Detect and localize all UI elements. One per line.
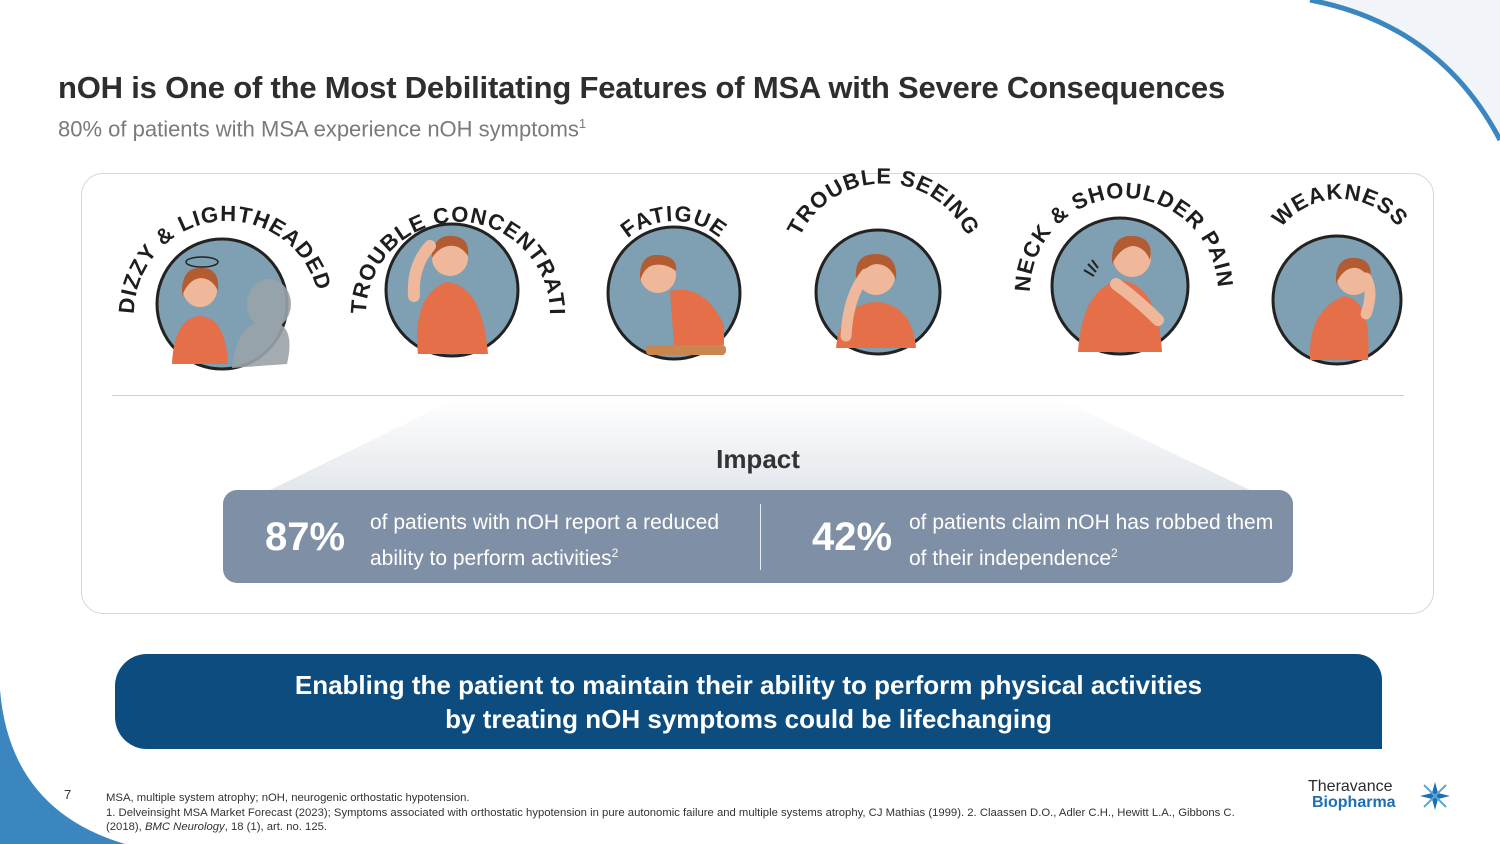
stat-separator	[760, 504, 761, 570]
symptom-seeing: TROUBLE SEEING	[776, 163, 986, 371]
page-title: nOH is One of the Most Debilitating Feat…	[58, 70, 1226, 105]
symptom-neck-shoulder: NECK & SHOULDER PAIN	[1008, 178, 1238, 365]
stat-value: 42%	[812, 515, 893, 559]
star-logo-icon	[1420, 782, 1450, 810]
banner-line: by treating nOH symptoms could be lifech…	[445, 703, 1052, 734]
symptom-fatigue: FATIGUE	[574, 195, 774, 370]
references-note: 1. Delveinsight MSA Market Forecast (202…	[106, 806, 1235, 834]
footnotes: MSA, multiple system atrophy; nOH, neuro…	[106, 791, 1246, 835]
page-number: 7	[64, 787, 72, 802]
key-message-banner: Enabling the patient to maintain their a…	[115, 654, 1382, 749]
panel-divider	[112, 395, 1404, 396]
stat-value: 87%	[265, 515, 346, 559]
symptom-weakness: WEAKNESS	[1262, 179, 1422, 371]
impact-stats-bar: 87% of patients with nOH report a reduce…	[223, 490, 1293, 583]
company-logo: Theravance Biopharma	[1308, 778, 1458, 814]
stat-description: of patients claim nOH has robbed them of…	[909, 511, 1274, 570]
impact-label: Impact	[716, 444, 800, 474]
rubbing-eyes-icon: TROUBLE SEEING	[782, 163, 984, 356]
shoulder-pain-icon: NECK & SHOULDER PAIN	[1010, 178, 1237, 356]
banner-line: Enabling the patient to maintain their a…	[294, 669, 1203, 700]
weak-person-icon: WEAKNESS	[1267, 179, 1412, 366]
abbreviations-note: MSA, multiple system atrophy; nOH, neuro…	[106, 792, 470, 804]
symptom-concentrating: TROUBLE CONCENTRATING	[333, 166, 572, 371]
stat-description: of patients with nOH report a reduced ab…	[370, 511, 720, 570]
page-subtitle: 80% of patients with MSA experience nOH …	[58, 116, 587, 142]
head-in-hand-icon: TROUBLE CONCENTRATING	[333, 166, 569, 358]
dizzy-person-icon: DIZZY & LIGHTHEADED	[114, 201, 336, 371]
tired-person-icon: FATIGUE	[606, 201, 742, 361]
symptom-dizzy: DIZZY & LIGHTHEADED	[112, 196, 342, 381]
